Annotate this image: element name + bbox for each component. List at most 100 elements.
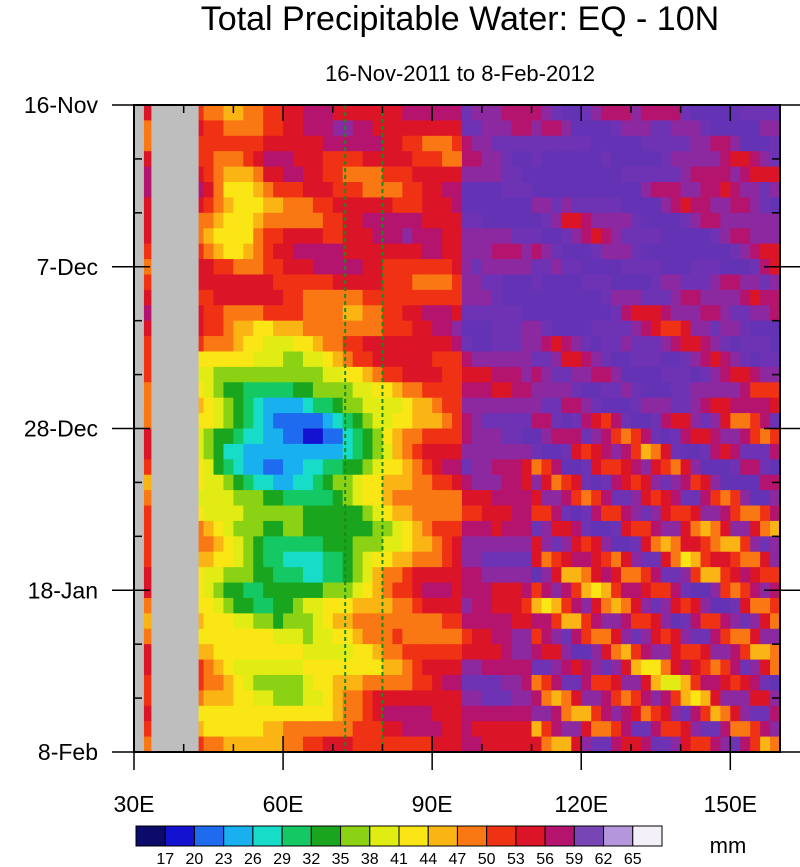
heatmap-cell xyxy=(591,474,602,491)
heatmap-cell xyxy=(471,182,483,199)
heatmap-cell xyxy=(630,459,642,476)
colorbar-box xyxy=(369,825,400,847)
heatmap-cell xyxy=(640,644,652,661)
heatmap-cell xyxy=(680,628,692,645)
heatmap-cell xyxy=(332,736,344,753)
heatmap-cell xyxy=(511,397,523,414)
heatmap-cell xyxy=(322,459,334,476)
heatmap-cell xyxy=(750,212,761,229)
heatmap-cell xyxy=(382,305,393,322)
heatmap-cell xyxy=(740,351,751,368)
heatmap-cell xyxy=(452,690,463,707)
heatmap-cell xyxy=(312,366,324,383)
heatmap-cell xyxy=(501,105,513,121)
heatmap-cell xyxy=(283,628,294,645)
heatmap-cell xyxy=(501,474,513,491)
heatmap-cell xyxy=(253,597,264,614)
heatmap-cell xyxy=(223,413,234,430)
heatmap-cell xyxy=(601,197,612,214)
heatmap-cell xyxy=(700,351,712,368)
heatmap-cell xyxy=(660,259,672,276)
heatmap-cell xyxy=(392,382,403,399)
heatmap-cell xyxy=(710,644,721,661)
heatmap-cell xyxy=(710,366,721,383)
heatmap-cell xyxy=(620,520,632,537)
heatmap-cell xyxy=(760,721,771,738)
heatmap-cell xyxy=(491,567,503,584)
heatmap-cell xyxy=(491,644,503,661)
heatmap-cell xyxy=(382,212,393,229)
heatmap-cell xyxy=(273,336,284,353)
heatmap-cell xyxy=(193,212,205,229)
colorbar-box xyxy=(456,825,488,847)
heatmap-cell xyxy=(511,336,523,353)
heatmap-cell xyxy=(362,182,374,199)
heatmap-cell xyxy=(730,228,741,245)
heatmap-cell xyxy=(611,536,622,553)
heatmap-cell xyxy=(700,366,712,383)
heatmap-cell xyxy=(253,736,264,753)
heatmap-cell xyxy=(402,135,413,152)
heatmap-cell xyxy=(302,690,314,707)
heatmap-cell xyxy=(382,690,393,707)
heatmap-cell xyxy=(452,336,463,353)
heatmap-cell xyxy=(312,474,324,491)
heatmap-cell xyxy=(312,351,324,368)
heatmap-cell xyxy=(601,413,612,430)
heatmap-cell xyxy=(312,459,324,476)
heatmap-cell xyxy=(263,705,274,722)
heatmap-cell xyxy=(650,397,662,414)
heatmap-cell xyxy=(750,289,761,306)
heatmap-cell xyxy=(720,490,731,507)
heatmap-cell xyxy=(382,443,393,460)
heatmap-cell xyxy=(511,105,523,121)
heatmap-cell xyxy=(293,182,304,199)
heatmap-cell xyxy=(640,166,652,183)
heatmap-cell xyxy=(501,428,513,445)
heatmap-cell xyxy=(660,520,672,537)
heatmap-cell xyxy=(760,736,771,753)
heatmap-cell xyxy=(233,659,244,676)
heatmap-cell xyxy=(660,567,672,584)
heatmap-cell xyxy=(481,105,493,121)
heatmap-cell xyxy=(591,628,602,645)
heatmap-cell xyxy=(283,582,294,599)
heatmap-cell xyxy=(293,613,304,630)
heatmap-cell xyxy=(263,182,274,199)
heatmap-cell xyxy=(720,259,731,276)
heatmap-cell xyxy=(760,166,771,183)
heatmap-cell xyxy=(710,197,721,214)
heatmap-cell xyxy=(442,628,453,645)
heatmap-cell xyxy=(770,382,781,399)
heatmap-cell xyxy=(372,597,384,614)
heatmap-cell xyxy=(571,443,582,460)
heatmap-cell xyxy=(750,243,761,260)
heatmap-cell xyxy=(412,243,423,260)
heatmap-cell xyxy=(471,151,483,168)
heatmap-cell xyxy=(432,413,443,430)
heatmap-cell xyxy=(302,721,314,738)
heatmap-cell xyxy=(233,212,244,229)
heatmap-cell xyxy=(650,490,662,507)
heatmap-cell xyxy=(283,182,294,199)
heatmap-cell xyxy=(283,274,294,291)
heatmap-cell xyxy=(650,351,662,368)
heatmap-cell xyxy=(302,443,314,460)
heatmap-cell xyxy=(422,397,433,414)
heatmap-cell xyxy=(501,259,513,276)
heatmap-cell xyxy=(342,736,354,753)
heatmap-cell xyxy=(302,705,314,722)
heatmap-cell xyxy=(342,366,354,383)
heatmap-cell xyxy=(392,320,403,337)
heatmap-cell xyxy=(203,259,215,276)
heatmap-cell xyxy=(263,166,274,183)
heatmap-cell xyxy=(322,274,334,291)
heatmap-cell xyxy=(392,228,403,245)
heatmap-cell xyxy=(352,597,364,614)
heatmap-cell xyxy=(322,705,334,722)
heatmap-cell xyxy=(730,736,741,753)
heatmap-cell xyxy=(243,366,254,383)
heatmap-cell xyxy=(591,151,602,168)
heatmap-cell xyxy=(293,105,304,121)
heatmap-cell xyxy=(372,182,384,199)
